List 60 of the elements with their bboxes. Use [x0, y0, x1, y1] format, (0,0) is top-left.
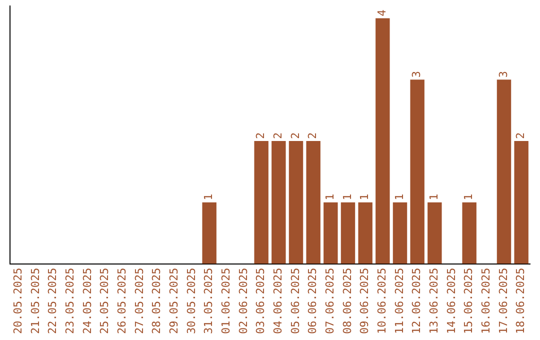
- x-tick-label: 14.06.2025: [444, 268, 458, 334]
- x-tick-label: 11.06.2025: [392, 268, 406, 334]
- x-tick-label: 26.05.2025: [116, 268, 129, 334]
- bar: [428, 202, 442, 264]
- data-label: 2: [288, 132, 302, 140]
- x-tick-label: 23.05.2025: [64, 268, 77, 334]
- x-tick-label: 20.05.2025: [12, 268, 25, 334]
- x-tick-label: 01.06.2025: [220, 268, 233, 334]
- data-label: 3: [496, 71, 510, 78]
- x-tick-label: 09.06.2025: [358, 268, 372, 334]
- data-label: 1: [462, 194, 476, 200]
- x-tick-label: 25.05.2025: [98, 268, 112, 334]
- bar: [306, 141, 320, 264]
- x-tick-label: 29.05.2025: [168, 268, 181, 334]
- x-tick-label: 04.06.2025: [272, 268, 285, 334]
- bar: [202, 202, 216, 264]
- x-tick-label: 24.05.2025: [80, 268, 94, 334]
- x-tick-label: 27.05.2025: [132, 268, 146, 334]
- x-tick-label: 31.05.2025: [202, 268, 216, 334]
- bar: [514, 141, 528, 264]
- bar: [254, 141, 268, 264]
- x-tick-label: 08.06.2025: [340, 268, 354, 334]
- bar: [340, 202, 356, 264]
- bar: [358, 202, 372, 264]
- x-tick-label: 02.06.2025: [236, 268, 250, 334]
- x-tick-label: 18.06.2025: [514, 268, 528, 334]
- data-label: 1: [392, 194, 406, 200]
- bar: [462, 202, 476, 264]
- bar: [410, 80, 424, 264]
- x-tick-label: 17.06.2025: [496, 268, 510, 334]
- data-label: 1: [340, 194, 354, 200]
- x-tick-label: 13.06.2025: [428, 268, 441, 334]
- data-label: 3: [410, 71, 424, 78]
- data-label: 4: [376, 9, 389, 16]
- bar: [496, 80, 512, 264]
- data-label: 1: [358, 194, 372, 200]
- data-label: 2: [254, 132, 268, 140]
- x-tick-label: 06.06.2025: [306, 268, 320, 334]
- data-label: 1: [202, 194, 216, 200]
- x-tick-label: 07.06.2025: [324, 268, 337, 334]
- x-tick-label: 10.06.2025: [376, 268, 389, 334]
- x-tick-label: 30.05.2025: [184, 268, 198, 334]
- bar: [324, 202, 338, 264]
- x-tick-label: 12.06.2025: [410, 268, 424, 334]
- x-tick-label: 22.05.2025: [46, 268, 60, 334]
- x-tick-label: 03.06.2025: [254, 268, 268, 334]
- data-label: 1: [428, 194, 441, 200]
- bar: [288, 141, 304, 264]
- data-label: 2: [306, 132, 320, 140]
- data-label: 2: [514, 132, 528, 140]
- data-label: 1: [324, 194, 337, 200]
- bar: [392, 202, 408, 264]
- data-label: 2: [272, 132, 285, 140]
- x-tick-label: 28.05.2025: [150, 268, 164, 334]
- bar: [272, 141, 286, 264]
- x-tick-label: 16.06.2025: [480, 268, 493, 334]
- x-tick-label: 15.06.2025: [462, 268, 476, 334]
- bar: [376, 18, 390, 264]
- x-tick-label: 21.05.2025: [28, 268, 42, 334]
- x-tick-label: 05.06.2025: [288, 268, 302, 334]
